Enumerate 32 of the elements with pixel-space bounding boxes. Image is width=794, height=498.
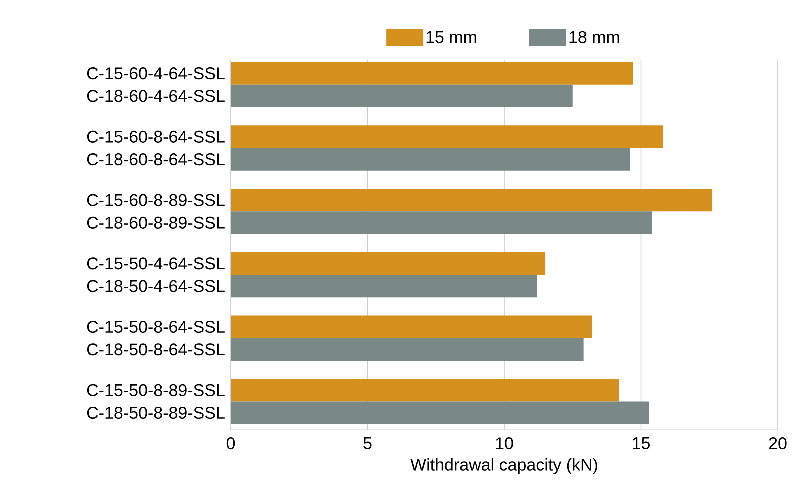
- y-tick-label: C-18-60-8-89-SSL: [87, 216, 225, 229]
- y-tick-label: C-18-50-8-64-SSL: [87, 344, 225, 356]
- bar: [231, 188, 712, 212]
- x-tick-label: 10: [496, 438, 514, 450]
- x-tick-label: 0: [226, 438, 236, 450]
- y-tick-label: C-18-60-4-64-SSL: [87, 90, 225, 102]
- bar: [231, 252, 546, 275]
- y-tick-label: C-18-50-8-89-SSL: [87, 407, 225, 420]
- y-tick-label: C-15-60-4-64-SSL: [87, 68, 225, 80]
- y-tick-label: C-18-60-8-64-SSL: [87, 154, 225, 166]
- y-tick-label: C-15-50-4-64-SSL: [87, 258, 225, 270]
- legend-label: 18 mm: [570, 31, 620, 44]
- y-tick-label: C-15-50-8-64-SSL: [87, 321, 225, 334]
- bar: [231, 338, 584, 361]
- x-tick-label: 15: [633, 438, 650, 450]
- y-tick-label: C-18-50-4-64-SSL: [87, 280, 225, 292]
- x-tick-label: 20: [769, 438, 787, 450]
- x-tick-label: 5: [364, 438, 372, 450]
- x-axis-title: Withdrawal capacity (kN): [410, 458, 598, 474]
- bar: [231, 62, 634, 85]
- y-tick-label: C-15-60-8-89-SSL: [87, 194, 225, 206]
- bar: [231, 274, 538, 298]
- bar: [231, 212, 652, 234]
- bar: [231, 402, 650, 424]
- bar: [231, 379, 620, 402]
- bar: [231, 84, 573, 108]
- bar: [231, 148, 630, 171]
- bar: [231, 126, 664, 148]
- bar: [231, 316, 592, 338]
- y-tick-label: C-15-50-8-89-SSL: [87, 384, 225, 396]
- y-tick-label: C-15-60-8-64-SSL: [87, 130, 225, 143]
- legend-label: 15 mm: [426, 31, 476, 44]
